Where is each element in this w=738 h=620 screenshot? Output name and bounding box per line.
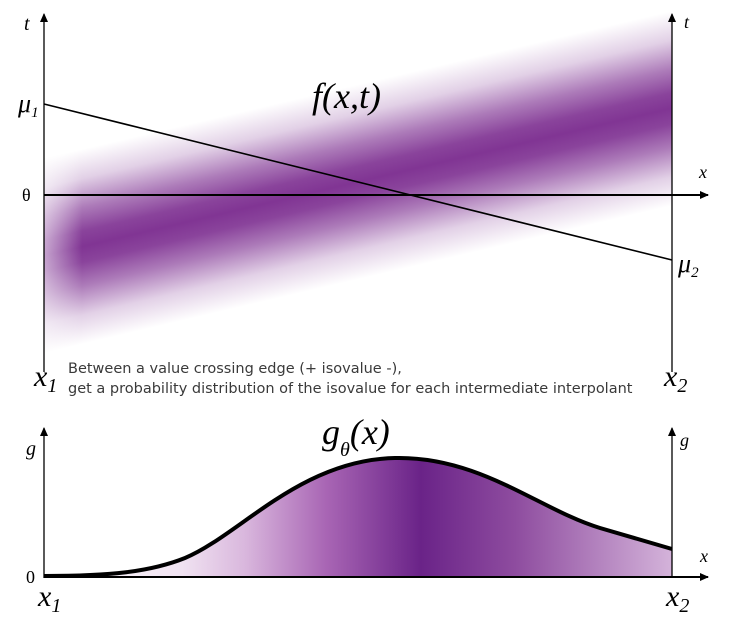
t-axis-right-label: t xyxy=(684,12,690,32)
g-function-label: gθ(x) xyxy=(322,412,390,461)
x-axis-label-top: x xyxy=(698,162,707,182)
caption-line-1: Between a value crossing edge (+ isovalu… xyxy=(68,361,402,377)
mean-line xyxy=(43,103,673,261)
theta-label: θ xyxy=(22,185,31,205)
t-axis-left-label: t xyxy=(24,13,30,35)
caption-line-2: get a probability distribution of the is… xyxy=(68,381,633,397)
g-area xyxy=(44,457,672,577)
g-axis-right-label: g xyxy=(680,430,689,450)
mu2-label: μ2 xyxy=(677,249,699,281)
x-axis-label-bottom: x xyxy=(699,546,708,566)
x1-label-bottom: x1 xyxy=(37,580,61,617)
x2-label-bottom: x2 xyxy=(665,580,689,617)
g-curve xyxy=(43,455,673,578)
zero-label: 0 xyxy=(26,567,35,587)
mu1-label: μ1 xyxy=(17,89,39,121)
x1-label-top: x1 xyxy=(33,360,57,397)
top-panel: t t x μ1 μ2 θ f(x,t) x1 x2 xyxy=(17,10,709,397)
f-function-label: f(x,t) xyxy=(312,76,381,116)
g-axis-left-label: g xyxy=(26,438,36,460)
bottom-panel: g g x 0 gθ(x) x1 x2 xyxy=(26,412,709,617)
x2-label-top: x2 xyxy=(663,360,687,397)
